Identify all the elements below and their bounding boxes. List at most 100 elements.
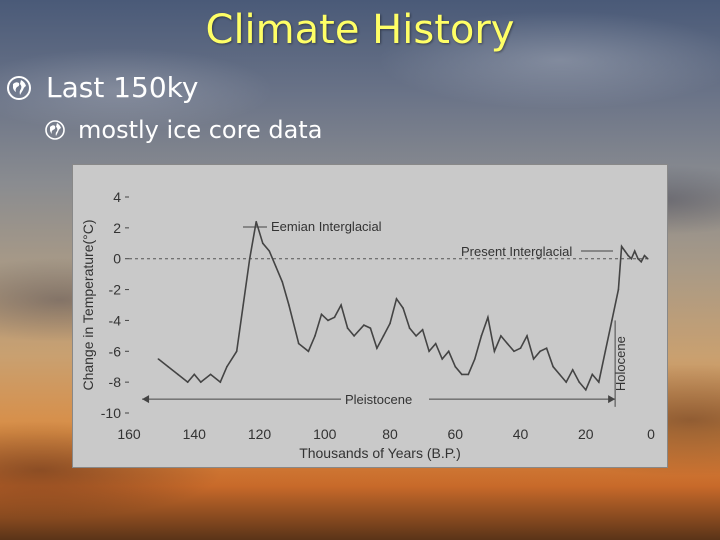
data-point [513, 350, 515, 353]
present-label: Present Interglacial [461, 244, 572, 259]
data-point [275, 265, 277, 268]
y-tick-label: -6 [109, 343, 122, 359]
y-tick-label: 2 [113, 220, 121, 236]
data-point [209, 373, 212, 376]
x-tick-label: 0 [647, 426, 655, 442]
data-point [487, 316, 489, 319]
data-point [532, 358, 535, 360]
data-point [199, 381, 202, 383]
bullet-text-2: mostly ice core data [78, 116, 323, 144]
data-point [402, 307, 404, 309]
data-point [255, 220, 258, 223]
data-point [611, 319, 613, 322]
data-point [261, 242, 264, 245]
data-point [467, 373, 470, 376]
data-point [627, 254, 629, 257]
data-point [474, 358, 476, 360]
bullet-text-1: Last 150ky [46, 71, 199, 104]
annotations: Eemian Interglacial Present Interglacial… [142, 219, 628, 407]
data-point [539, 350, 541, 353]
x-axis: 160 140 120 100 80 60 40 20 0 [117, 426, 655, 442]
data-point [633, 250, 636, 252]
data-point [382, 335, 385, 337]
data-point [637, 257, 639, 260]
chart-svg: 420-2-4-6-8-10 160 140 120 100 80 60 40 20 0 Eem… [80, 189, 655, 461]
data-point [598, 381, 600, 383]
data-point [281, 281, 284, 283]
data-point [640, 261, 643, 263]
data-point [235, 350, 238, 353]
data-point [630, 257, 633, 260]
data-point [620, 245, 623, 248]
data-point [346, 327, 349, 329]
data-point [340, 304, 342, 306]
data-point [571, 369, 574, 371]
x-tick-label: 60 [447, 426, 463, 442]
y-tick-label: -8 [109, 374, 122, 390]
data-point [421, 328, 424, 331]
data-point [363, 324, 365, 326]
data-point [591, 373, 594, 376]
data-point [226, 365, 228, 368]
y-tick-label: 0 [113, 251, 121, 267]
globe-small-icon [45, 120, 65, 140]
data-point [268, 250, 271, 252]
arrowhead-left [142, 395, 150, 404]
y-tick-label: -10 [101, 405, 121, 421]
temperature-series-line [157, 221, 649, 392]
eemian-label: Eemian Interglacial [271, 219, 382, 234]
x-tick-label: 120 [248, 426, 272, 442]
temperature-chart: 4 2 0 -2 -4 -6 -8 -10 160 140 120 100 80 60 40 20 0 Eem… [72, 164, 668, 468]
data-point [353, 335, 355, 337]
data-point [307, 350, 310, 353]
data-point [604, 350, 607, 353]
data-point [288, 304, 290, 306]
data-point [460, 373, 463, 376]
data-point [643, 254, 646, 257]
data-point [219, 381, 222, 383]
data-point [408, 327, 411, 329]
y-tick-label: -4 [109, 312, 122, 328]
globe-icon [7, 76, 31, 100]
slide-title: Climate History [205, 7, 515, 53]
x-tick-label: 40 [513, 426, 529, 442]
bullet-item-1: Last 150ky [6, 70, 198, 106]
y-axis: 4 2 0 -2 -4 -6 -8 -10 [101, 189, 129, 421]
x-tick-label: 160 [117, 426, 141, 442]
data-point [186, 381, 189, 383]
y-tick-label: 4 [113, 189, 121, 205]
data-point [428, 350, 430, 353]
data-point [434, 342, 437, 345]
data-point [617, 288, 620, 291]
x-tick-label: 140 [183, 426, 207, 442]
data-point [193, 373, 196, 376]
arrowhead-right [608, 395, 616, 404]
x-tick-label: 100 [313, 426, 337, 442]
data-point [327, 319, 329, 322]
y-axis-label: Change in Temperature(°C) [80, 219, 96, 390]
data-point [376, 347, 378, 349]
data-point [320, 313, 323, 316]
data-point [578, 381, 581, 383]
data-point [646, 257, 649, 260]
data-point [415, 335, 417, 337]
data-point [545, 347, 548, 349]
data-point [157, 358, 160, 360]
data-point [369, 327, 372, 329]
data-point [506, 342, 509, 345]
holocene-label: Holocene [613, 336, 628, 391]
data-point [493, 350, 496, 353]
y-tick-label: -2 [109, 282, 122, 298]
data-point [519, 347, 522, 349]
data-point [454, 365, 457, 368]
data-point [242, 304, 244, 306]
data-point [389, 322, 391, 325]
data-point [177, 373, 179, 376]
data-point [624, 250, 626, 252]
data-point [167, 365, 169, 368]
data-point [248, 257, 251, 260]
x-tick-label: 20 [578, 426, 594, 442]
data-point [297, 342, 300, 345]
data-point [333, 316, 336, 319]
bullet-item-2: mostly ice core data [44, 114, 322, 146]
